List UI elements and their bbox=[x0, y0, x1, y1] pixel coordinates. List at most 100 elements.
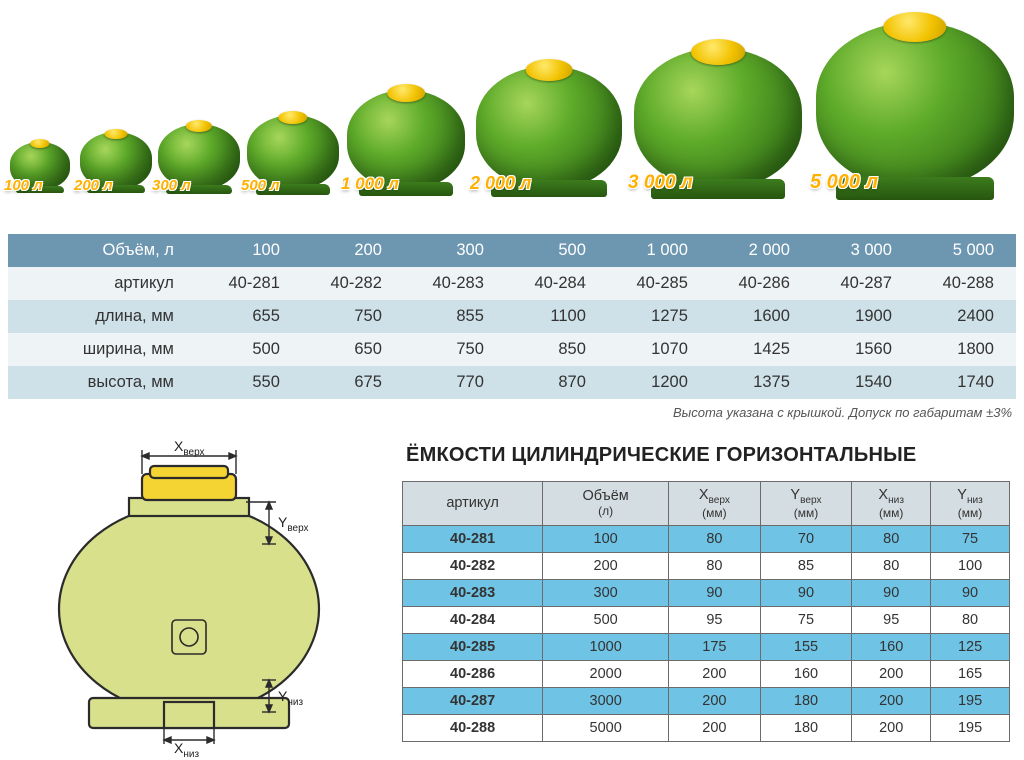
col-header: 100 bbox=[200, 234, 302, 267]
col-header: 2 000 bbox=[710, 234, 812, 267]
cell: 850 bbox=[506, 333, 608, 366]
spec-table-secondary: артикулОбъём(л)Xверх(мм)Yверх(мм)Xниз(мм… bbox=[402, 481, 1010, 742]
sec-col-header: Объём(л) bbox=[543, 482, 669, 526]
sec-cell: 95 bbox=[852, 606, 931, 633]
tank: 300 л bbox=[158, 124, 240, 190]
sec-cell: 195 bbox=[931, 687, 1010, 714]
tank-label: 500 л bbox=[241, 177, 280, 194]
sec-cell: 200 bbox=[669, 687, 761, 714]
tank: 3 000 л bbox=[634, 48, 802, 190]
cell: 675 bbox=[302, 366, 404, 399]
cell: 750 bbox=[302, 300, 404, 333]
tank: 200 л bbox=[80, 132, 152, 190]
sec-col-header: Xверх(мм) bbox=[669, 482, 761, 526]
sec-cell: 300 bbox=[543, 579, 669, 606]
col-header: 500 bbox=[506, 234, 608, 267]
dim-x-top: Xверх bbox=[174, 438, 205, 458]
sec-cell: 200 bbox=[852, 714, 931, 741]
sec-cell: 80 bbox=[931, 606, 1010, 633]
sec-row-article: 40-281 bbox=[403, 525, 543, 552]
sec-cell: 85 bbox=[760, 552, 852, 579]
sec-cell: 100 bbox=[931, 552, 1010, 579]
tank-label: 300 л bbox=[152, 177, 191, 194]
cell: 1600 bbox=[710, 300, 812, 333]
col-header: 300 bbox=[404, 234, 506, 267]
sec-cell: 70 bbox=[760, 525, 852, 552]
cell: 1100 bbox=[506, 300, 608, 333]
row-header: высота, мм bbox=[8, 366, 200, 399]
cell: 1070 bbox=[608, 333, 710, 366]
sec-cell: 195 bbox=[931, 714, 1010, 741]
sec-row-article: 40-282 bbox=[403, 552, 543, 579]
sec-cell: 160 bbox=[852, 633, 931, 660]
spec-table-footnote: Высота указана с крышкой. Допуск по габа… bbox=[0, 405, 1012, 420]
tank-label: 5 000 л bbox=[810, 171, 878, 194]
sec-cell: 90 bbox=[669, 579, 761, 606]
cell: 40-283 bbox=[404, 267, 506, 300]
tank: 2 000 л bbox=[476, 66, 622, 190]
sec-row-article: 40-287 bbox=[403, 687, 543, 714]
sec-cell: 125 bbox=[931, 633, 1010, 660]
row-header: артикул bbox=[8, 267, 200, 300]
sec-col-header: Yверх(мм) bbox=[760, 482, 852, 526]
sec-row-article: 40-286 bbox=[403, 660, 543, 687]
sec-col-header: артикул bbox=[403, 482, 543, 526]
sec-cell: 80 bbox=[852, 525, 931, 552]
sec-row-article: 40-288 bbox=[403, 714, 543, 741]
sec-cell: 75 bbox=[760, 606, 852, 633]
cell: 500 bbox=[200, 333, 302, 366]
col-header: 3 000 bbox=[812, 234, 914, 267]
sec-cell: 160 bbox=[760, 660, 852, 687]
tank: 100 л bbox=[10, 142, 70, 190]
sec-cell: 200 bbox=[852, 687, 931, 714]
tank-label: 3 000 л bbox=[628, 172, 693, 194]
dim-y-bot: Yниз bbox=[278, 688, 303, 708]
sec-cell: 95 bbox=[669, 606, 761, 633]
row-header: ширина, мм bbox=[8, 333, 200, 366]
cell: 1800 bbox=[914, 333, 1016, 366]
sec-cell: 200 bbox=[852, 660, 931, 687]
sec-cell: 175 bbox=[669, 633, 761, 660]
sec-cell: 180 bbox=[760, 687, 852, 714]
sec-cell: 90 bbox=[931, 579, 1010, 606]
cell: 40-287 bbox=[812, 267, 914, 300]
cell: 40-284 bbox=[506, 267, 608, 300]
col-header: 200 bbox=[302, 234, 404, 267]
sec-cell: 90 bbox=[760, 579, 852, 606]
cell: 1425 bbox=[710, 333, 812, 366]
tank-label: 1 000 л bbox=[341, 174, 399, 194]
dim-y-top: Yверх bbox=[278, 514, 309, 534]
cell: 1560 bbox=[812, 333, 914, 366]
cell: 1200 bbox=[608, 366, 710, 399]
sec-col-header: Xниз(мм) bbox=[852, 482, 931, 526]
sec-cell: 155 bbox=[760, 633, 852, 660]
cell: 1375 bbox=[710, 366, 812, 399]
tank: 5 000 л bbox=[816, 22, 1014, 190]
secondary-title: ЁМКОСТИ ЦИЛИНДРИЧЕСКИЕ ГОРИЗОНТАЛЬНЫЕ bbox=[406, 444, 1010, 467]
tank: 1 000 л bbox=[347, 90, 465, 190]
cell: 770 bbox=[404, 366, 506, 399]
sec-cell: 75 bbox=[931, 525, 1010, 552]
spec-table-main: Объём, л1002003005001 0002 0003 0005 000… bbox=[8, 234, 1016, 399]
cell: 650 bbox=[302, 333, 404, 366]
sec-cell: 200 bbox=[543, 552, 669, 579]
col-header: 5 000 bbox=[914, 234, 1016, 267]
tank-diagram: Xверх Yверх Yниз Xниз bbox=[14, 444, 374, 744]
cell: 855 bbox=[404, 300, 506, 333]
cell: 1275 bbox=[608, 300, 710, 333]
cell: 870 bbox=[506, 366, 608, 399]
tank-label: 200 л bbox=[74, 177, 113, 194]
sec-cell: 500 bbox=[543, 606, 669, 633]
cell: 1540 bbox=[812, 366, 914, 399]
sec-cell: 180 bbox=[760, 714, 852, 741]
sec-cell: 165 bbox=[931, 660, 1010, 687]
cell: 40-285 bbox=[608, 267, 710, 300]
sec-cell: 100 bbox=[543, 525, 669, 552]
row-header: длина, мм bbox=[8, 300, 200, 333]
dim-x-bot: Xниз bbox=[174, 740, 199, 760]
col-header-label: Объём, л bbox=[8, 234, 200, 267]
tank-lineup: 100 л200 л300 л500 л1 000 л2 000 л3 000 … bbox=[0, 0, 1024, 200]
sec-cell: 2000 bbox=[543, 660, 669, 687]
cell: 40-282 bbox=[302, 267, 404, 300]
sec-cell: 80 bbox=[669, 552, 761, 579]
